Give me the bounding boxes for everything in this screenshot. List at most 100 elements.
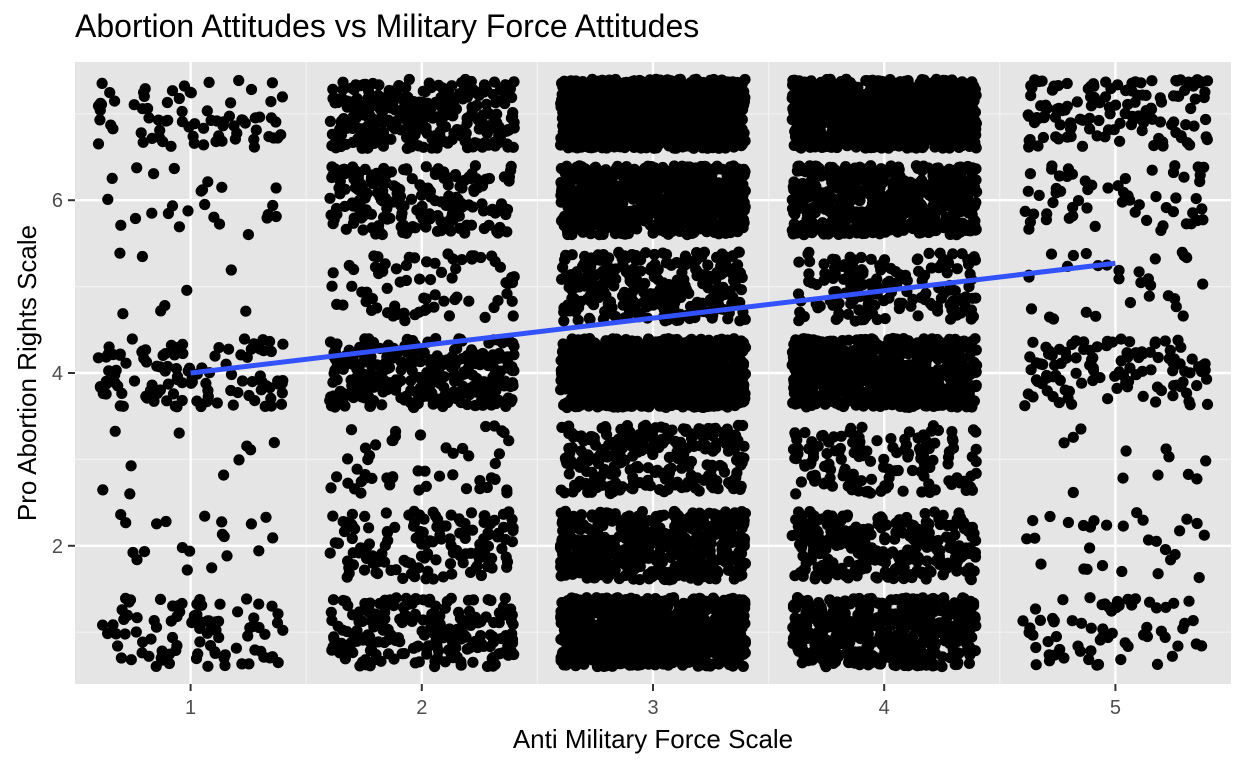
data-point (327, 267, 339, 279)
data-point (150, 660, 162, 673)
data-point (581, 643, 593, 655)
data-point (482, 560, 494, 573)
data-point (353, 616, 365, 628)
data-point (225, 368, 238, 381)
data-point (403, 509, 415, 521)
data-point (447, 447, 459, 459)
data-point (337, 363, 349, 375)
data-point (648, 350, 660, 362)
data-point (693, 648, 705, 661)
data-point (325, 606, 337, 618)
data-point (555, 484, 567, 496)
data-point (436, 117, 448, 129)
data-point (628, 265, 640, 277)
data-point (379, 131, 391, 144)
data-point (204, 640, 217, 652)
data-point (131, 162, 143, 174)
data-point (657, 247, 669, 259)
data-point (676, 287, 688, 299)
data-point (479, 510, 491, 522)
data-point (138, 546, 151, 558)
data-point (476, 548, 488, 560)
data-point (374, 619, 386, 631)
data-point (406, 173, 418, 185)
data-point (417, 594, 429, 606)
data-point (614, 249, 627, 261)
data-point (324, 192, 336, 204)
data-point (502, 649, 514, 661)
data-point (346, 280, 358, 292)
data-point (346, 508, 358, 520)
data-point (635, 254, 647, 266)
data-point (654, 400, 666, 412)
data-point (266, 600, 278, 612)
data-point (480, 420, 492, 433)
data-point (443, 310, 455, 322)
data-point (691, 266, 703, 278)
data-point (236, 375, 249, 387)
data-point (617, 387, 629, 399)
data-point (451, 623, 463, 635)
data-point (421, 256, 433, 268)
chart-title: Abortion Attitudes vs Military Force Att… (75, 8, 700, 44)
data-point (136, 346, 148, 358)
data-point (650, 654, 662, 666)
data-point (414, 429, 427, 441)
data-point (590, 439, 602, 451)
data-point (418, 629, 430, 641)
data-point (363, 450, 376, 462)
data-point (431, 653, 443, 665)
data-point (668, 505, 680, 518)
data-point (337, 84, 349, 96)
data-point (176, 105, 188, 118)
data-point (595, 539, 607, 551)
data-point (345, 424, 358, 436)
data-point (202, 660, 214, 672)
data-point (469, 635, 482, 648)
data-point (176, 394, 188, 407)
data-point (420, 161, 432, 173)
data-point (713, 598, 725, 610)
data-point (382, 648, 395, 660)
data-point (627, 471, 639, 483)
data-point (359, 597, 371, 610)
data-point (649, 376, 661, 388)
data-point (724, 478, 737, 490)
data-point (210, 624, 222, 636)
data-point (125, 460, 137, 472)
data-point (248, 612, 260, 624)
data-point (729, 508, 741, 521)
data-point (493, 394, 505, 406)
data-point (387, 434, 399, 447)
data-point (146, 207, 158, 219)
data-point (614, 658, 626, 670)
data-point (413, 509, 426, 521)
data-point (476, 349, 489, 361)
data-point (135, 127, 147, 139)
data-point (203, 76, 215, 88)
data-point (733, 605, 745, 617)
data-point (651, 464, 664, 476)
data-point (475, 86, 487, 98)
data-point (491, 108, 503, 120)
data-point (272, 657, 284, 669)
data-point (324, 336, 337, 348)
data-point (245, 83, 258, 96)
data-point (508, 76, 520, 88)
data-point (216, 528, 228, 540)
data-point (559, 569, 572, 581)
data-point (724, 657, 736, 669)
data-point (497, 508, 510, 520)
data-point (707, 642, 719, 654)
data-point (558, 315, 570, 327)
data-point (338, 525, 351, 538)
data-point (650, 336, 662, 348)
data-point (409, 222, 421, 234)
data-point (730, 639, 742, 651)
data-point (437, 359, 449, 371)
data-point (731, 530, 743, 542)
data-point (449, 293, 461, 306)
data-point (267, 199, 279, 212)
data-point (213, 342, 225, 354)
data-point (677, 390, 689, 402)
